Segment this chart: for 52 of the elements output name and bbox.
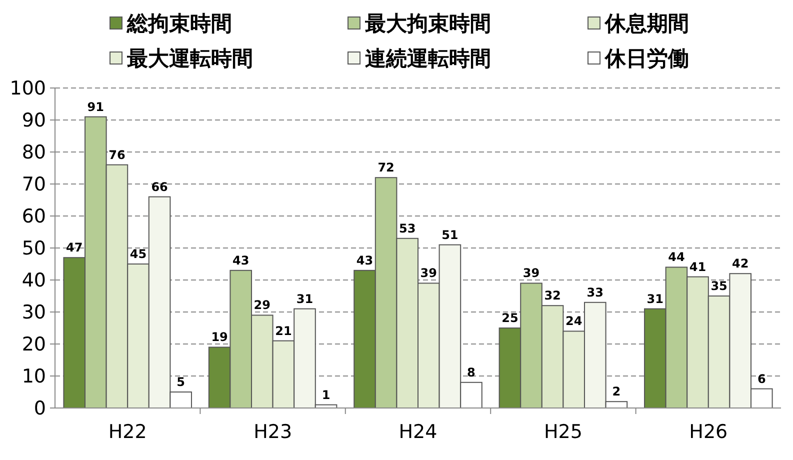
x-tick-label: H25: [544, 421, 582, 443]
y-tick-label: 10: [22, 366, 46, 388]
legend-label: 休息期間: [604, 11, 689, 36]
x-tick-label: H23: [254, 421, 292, 443]
data-label: 76: [108, 148, 126, 162]
y-tick-label: 70: [22, 174, 46, 196]
legend-label: 最大拘束時間: [364, 11, 491, 36]
y-tick-label: 50: [22, 238, 46, 260]
y-tick-label: 40: [22, 270, 46, 292]
data-label: 39: [522, 266, 540, 280]
y-tick-label: 90: [22, 110, 46, 132]
data-label: 2: [612, 384, 621, 399]
data-label: 1: [322, 388, 330, 402]
data-label: 91: [87, 100, 104, 114]
data-label: 41: [689, 260, 706, 274]
data-label: 29: [254, 298, 271, 312]
data-label: 39: [420, 266, 437, 280]
data-label: 19: [211, 330, 228, 344]
data-label: 25: [502, 311, 518, 325]
data-label: 8: [467, 365, 476, 380]
data-label: 33: [586, 285, 604, 300]
legend-label: 総拘束時間: [126, 11, 232, 36]
data-label: 6: [757, 372, 766, 386]
legend-label: 休日労働: [604, 46, 689, 70]
data-label: 51: [442, 228, 458, 242]
data-label: 31: [296, 292, 314, 306]
legend-label: 連続運転時間: [365, 46, 491, 70]
y-tick-label: 80: [22, 142, 46, 164]
y-tick-label: 30: [22, 302, 46, 324]
data-label: 5: [176, 375, 186, 389]
data-label: 66: [151, 180, 168, 194]
data-label: 43: [356, 253, 374, 268]
data-label: 21: [275, 324, 292, 338]
x-tick-label: H24: [398, 421, 438, 443]
data-label: 45: [130, 247, 147, 261]
y-tick-label: 20: [22, 334, 46, 356]
y-tick-label: 60: [22, 206, 46, 228]
data-label: 31: [646, 292, 664, 306]
data-label: 47: [66, 240, 83, 255]
data-label: 24: [565, 314, 582, 328]
data-label: 35: [710, 279, 728, 293]
data-label: 44: [668, 250, 685, 264]
x-tick-label: H26: [689, 421, 728, 443]
data-label: 42: [732, 256, 749, 271]
data-label: 32: [544, 288, 561, 303]
legend-label: 最大運転時間: [126, 46, 253, 70]
x-tick-label: H22: [108, 421, 147, 443]
y-tick-label: 100: [10, 78, 46, 100]
data-label: 53: [399, 221, 416, 236]
y-tick-label: 0: [34, 398, 46, 420]
data-label: 72: [378, 160, 394, 175]
data-label: 43: [232, 253, 250, 268]
